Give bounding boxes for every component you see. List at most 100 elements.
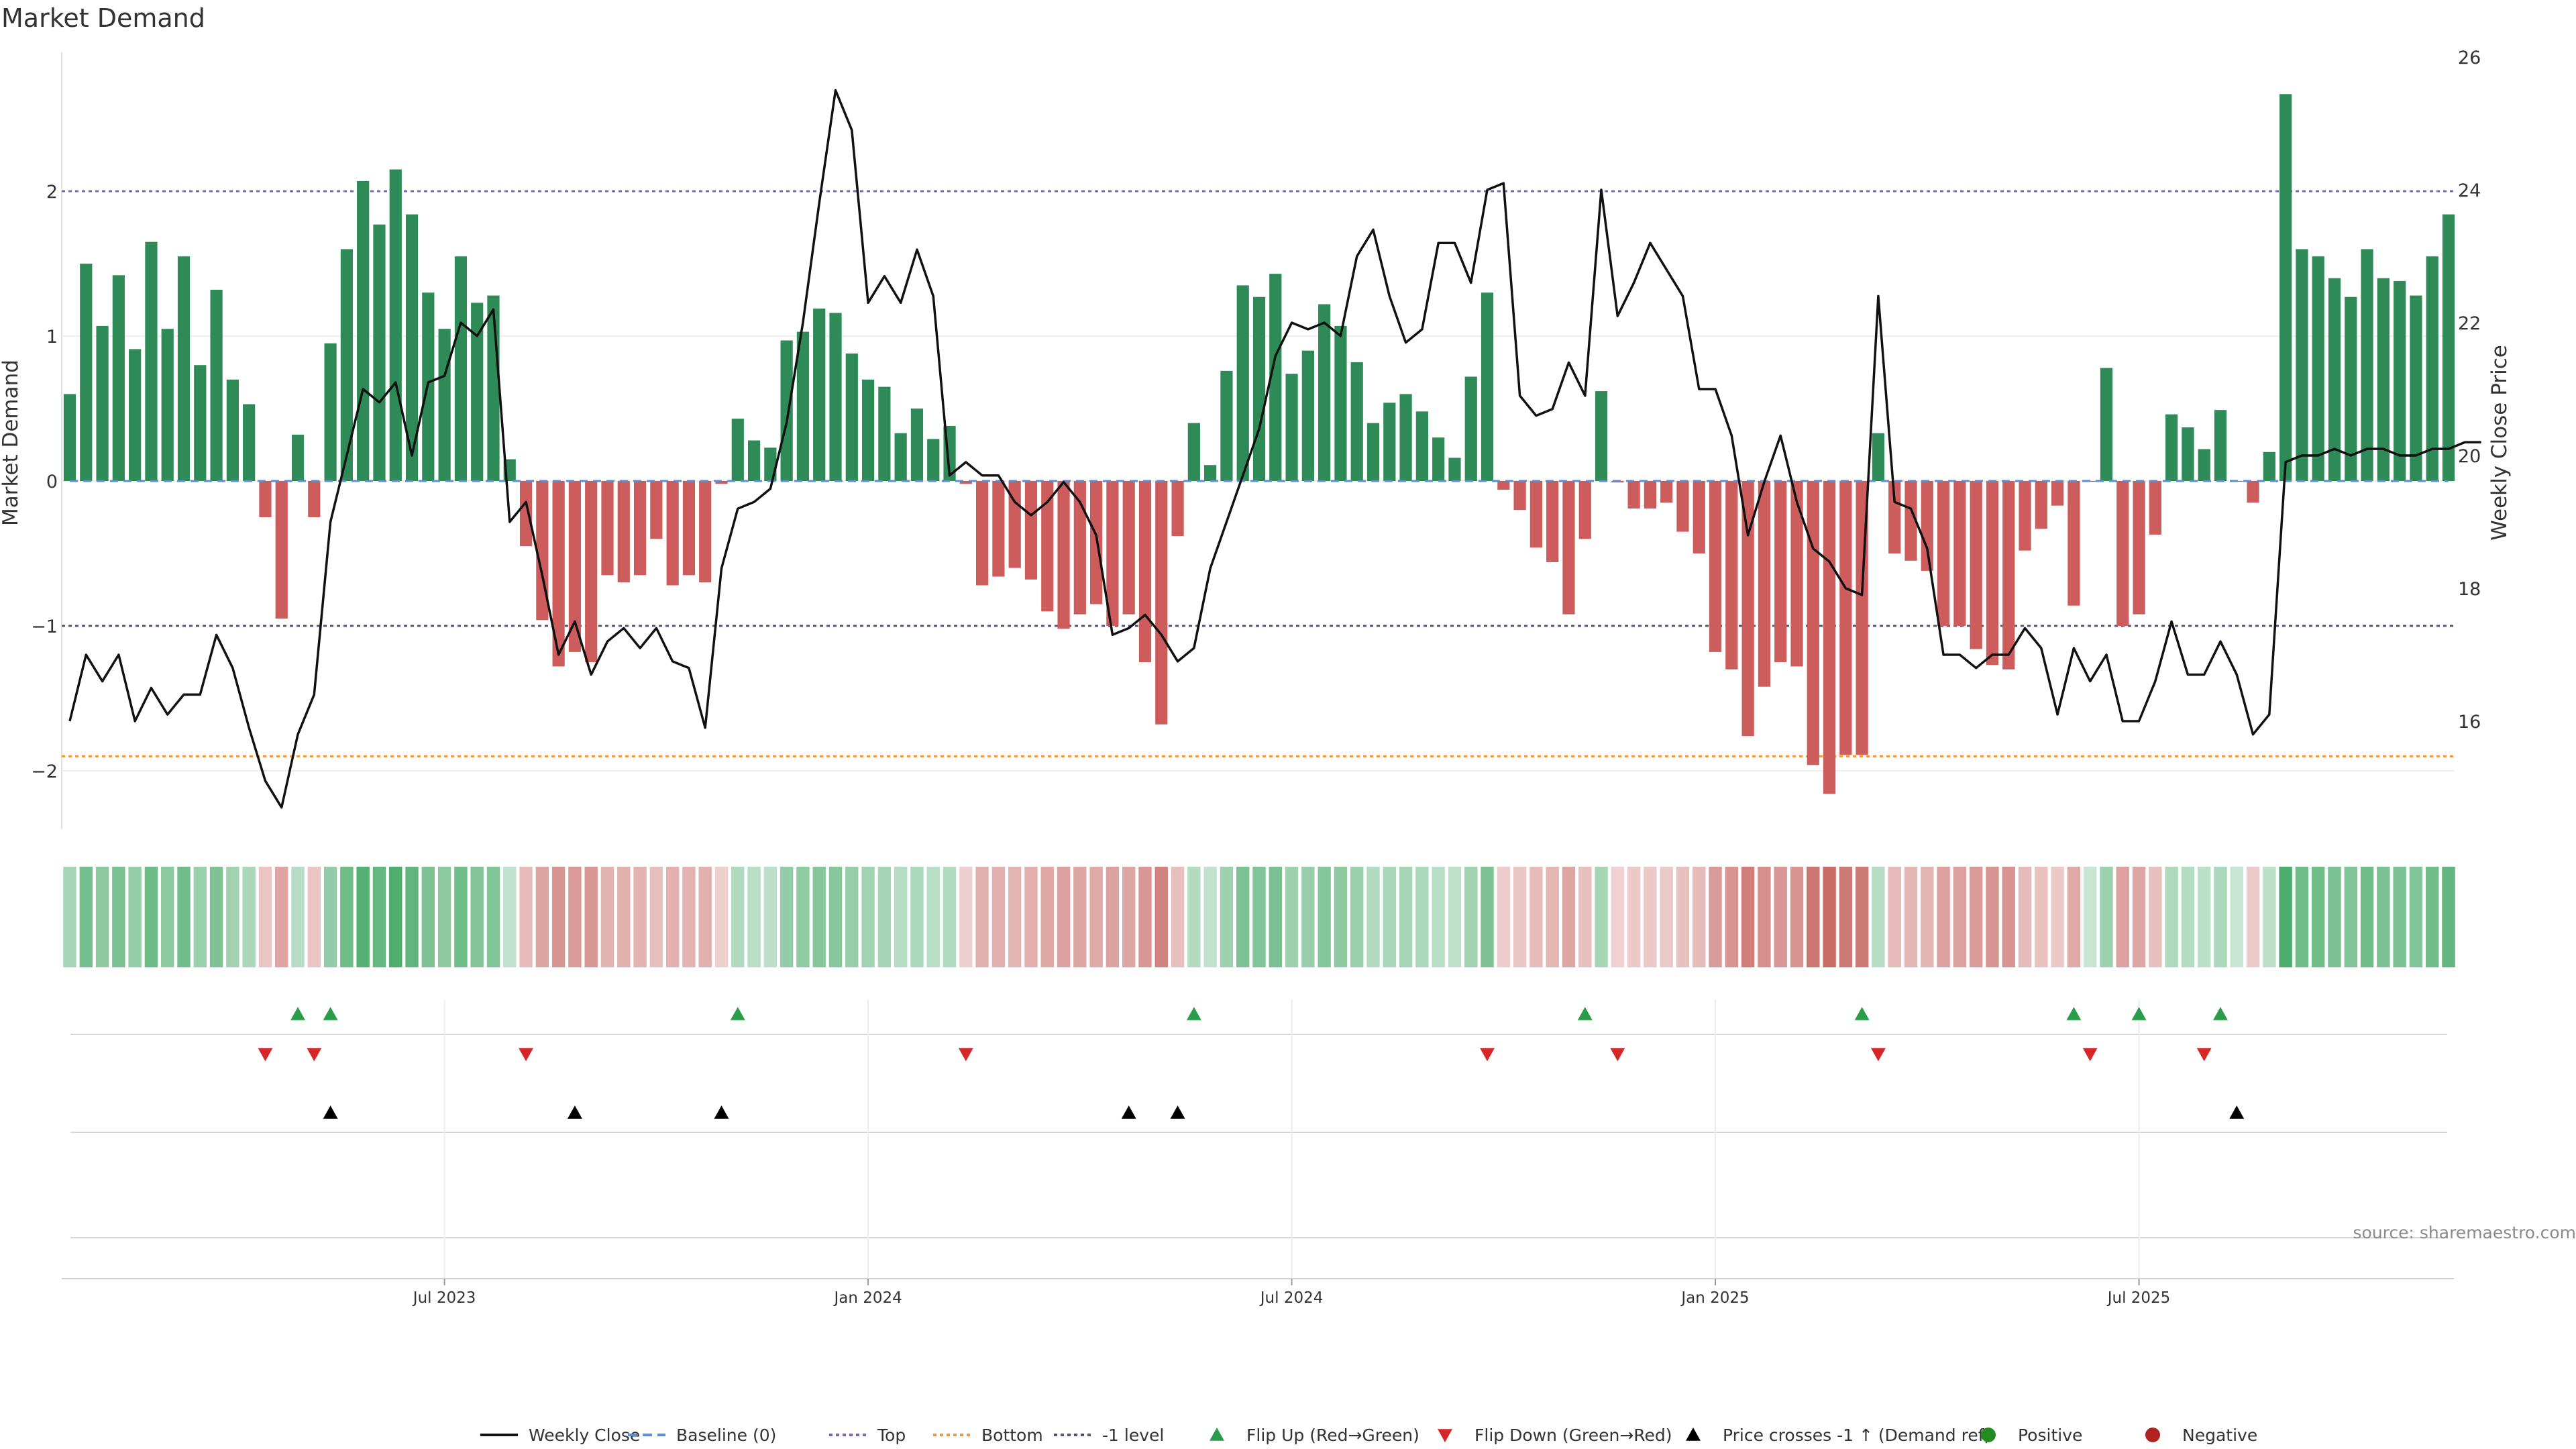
demand-bar [910,409,924,481]
demand-bar [129,349,142,481]
heat-cell [2002,867,2015,967]
heat-cell [1595,867,1608,967]
demand-bar [1252,297,1266,481]
heat-cell [1040,867,1054,967]
demand-bar [1741,481,1754,737]
heat-cell [275,867,288,967]
heat-cell [1399,867,1413,967]
date-label: Jan 2025 [1680,1289,1749,1307]
demand-bar [357,180,370,481]
heat-cell [926,867,940,967]
legend-swatch-circle [2145,1428,2160,1442]
demand-bar [471,303,484,481]
demand-bar [2035,481,2047,529]
heat-cell [323,867,337,967]
demand-bar [1204,465,1217,481]
demand-bar [1138,481,1152,662]
flip-up-marker [1186,1007,1201,1020]
legend-label: -1 level [1102,1426,1164,1445]
flip-down-marker [258,1048,273,1061]
demand-bar [894,433,907,481]
source-note: source: sharemaestro.com [2353,1223,2576,1242]
heat-cell [112,867,125,967]
demand-bar [1872,433,1885,481]
y2-tick-label: 24 [2458,180,2481,201]
price-cross-marker [323,1106,338,1119]
demand-bar [63,394,76,481]
heat-cell [1366,867,1380,967]
demand-bar [112,275,125,481]
flip-down-marker [1870,1048,1886,1061]
legend-label: Price crosses -1 ↑ (Demand ref) [1723,1426,1990,1445]
demand-bar [813,308,826,481]
y2-tick-label: 26 [2458,48,2481,68]
heat-cell [535,867,549,967]
heat-cell [943,867,957,967]
demand-bar [454,256,468,481]
demand-bar [2279,94,2292,481]
legend-item-3: Bottom [933,1426,1043,1445]
flip-up-marker [323,1007,338,1020]
demand-bar [2198,449,2210,481]
heat-cell [1383,867,1397,967]
demand-bar [1106,481,1119,626]
heat-cell [1203,867,1217,967]
demand-bar [2182,427,2194,481]
heat-cell [1432,867,1445,967]
heat-cell [1106,867,1120,967]
heat-cell [2442,867,2455,967]
demand-bar [2410,295,2422,481]
heat-cell [2214,867,2227,967]
heat-cell [1807,867,1820,967]
demand-bar [438,329,451,481]
legend-item-5: Flip Up (Red→Green) [1210,1426,1419,1445]
heat-cell [812,867,826,967]
demand-bar [992,481,1005,577]
heat-cell [584,867,598,967]
heat-cell [1171,867,1185,967]
demand-bar [1953,481,1966,626]
price-cross-marker [1121,1106,1136,1119]
demand-bar [1904,481,1917,561]
demand-bar [145,241,158,481]
demand-bar [1383,402,1396,481]
heat-cell [1578,867,1592,967]
demand-bars [63,94,2455,794]
legend-label: Weekly Close [529,1426,640,1445]
legend-item-8: Positive [1981,1426,2082,1445]
heat-cell [1073,867,1087,967]
date-labels: Jul 2023 Jan 2024 Jul 2024 Jan 2025 Jul 2025 [412,1289,2171,1307]
heat-cell [1790,867,1804,967]
demand-bar [2133,481,2145,614]
demand-bar [2328,278,2341,481]
legend-label: Bottom [981,1426,1043,1445]
demand-bar [780,340,793,481]
legend-label: Flip Down (Green→Red) [1474,1426,1672,1445]
price-cross-marker [567,1106,582,1119]
demand-bar [601,481,614,576]
heat-cell [2018,867,2032,967]
heat-cell [975,867,989,967]
reference-lines [62,190,2454,757]
heat-cell [1415,867,1429,967]
demand-bar [1595,391,1608,481]
demand-bar [340,249,353,481]
demand-bar [2296,249,2308,481]
demand-bar [2442,214,2455,481]
demand-bar [1432,437,1445,481]
heat-cell [2328,867,2341,967]
demand-bar [796,331,810,481]
demand-bar [259,481,272,517]
heat-cell [1660,867,1673,967]
demand-bar [2312,256,2324,481]
heat-cell [372,867,386,967]
heat-cell [1758,867,1771,967]
heat-cell [1220,867,1234,967]
flip-down-marker [1610,1048,1625,1061]
heat-cell [291,867,305,967]
demand-bar [96,325,109,481]
demand-bar [1464,376,1477,481]
heat-cell [1872,867,1885,967]
date-label: Jul 2025 [2106,1289,2171,1307]
